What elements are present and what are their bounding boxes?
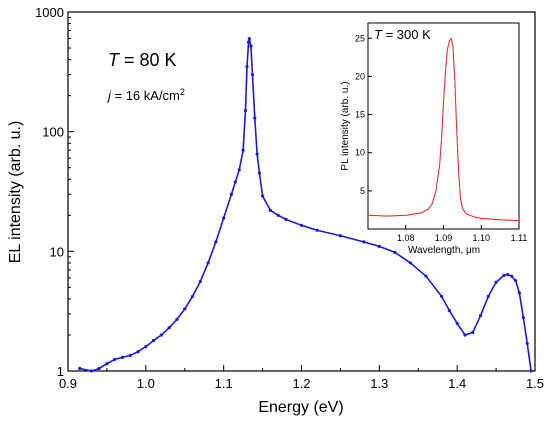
el-spectrum-point <box>198 279 202 284</box>
el-spectrum-point <box>233 180 237 184</box>
el-spectrum-point <box>299 223 304 227</box>
el-spectrum-point <box>255 152 259 156</box>
inset-y-tick-label: 5 <box>360 186 365 196</box>
el-spectrum-point <box>486 294 490 299</box>
inset-y-axis-label: PL intensity (arb. u.) <box>340 81 351 170</box>
inset-x-tick-label: 1.08 <box>397 233 415 243</box>
main-x-tick-label: 1.3 <box>370 376 388 391</box>
el-spectrum-point <box>253 116 257 120</box>
el-spectrum-point <box>241 148 245 152</box>
inset-plot: 1.08 1.09 1.10 1.11 5 10 15 20 25 Wavelength, μ… <box>340 22 527 256</box>
inset-x-tick-label: 1.10 <box>472 233 490 243</box>
el-spectrum-point <box>525 341 529 346</box>
temperature-annotation: T = 80 K <box>108 50 177 70</box>
main-x-tick-label: 1.5 <box>526 376 544 391</box>
inset-y-tick-label: 15 <box>355 110 365 120</box>
el-spectrum-point <box>463 333 467 337</box>
el-spectrum-point <box>478 314 483 318</box>
main-y-tick-label: 10 <box>50 244 64 259</box>
el-spectrum-point <box>144 344 148 349</box>
el-spectrum-point <box>214 240 218 244</box>
main-series-group <box>78 36 533 373</box>
el-spectrum-point <box>494 280 498 284</box>
el-spectrum-point <box>167 326 171 330</box>
main-y-tick-label: 100 <box>42 125 64 140</box>
el-spectrum-point <box>529 369 533 373</box>
main-y-axis: 1 10 100 1000 <box>35 5 74 379</box>
pl-spectrum-line <box>367 37 520 222</box>
el-spectrum-point <box>506 272 510 277</box>
el-spectrum-point <box>120 355 125 359</box>
inset-temperature-annotation: T = 300 K <box>374 27 431 42</box>
el-spectrum-point <box>338 234 343 238</box>
el-spectrum-point <box>136 350 140 354</box>
el-spectrum-point <box>455 321 459 325</box>
el-spectrum-point <box>128 353 132 357</box>
el-spectrum-point <box>250 72 255 77</box>
el-spectrum-point <box>362 240 366 244</box>
main-x-axis-label: Energy (eV) <box>258 399 343 416</box>
el-spectrum-point <box>471 330 475 335</box>
main-y-tick-label: 1 <box>57 364 64 379</box>
inset-x-axis: 1.08 1.09 1.10 1.11 <box>397 225 527 243</box>
el-spectrum-point <box>393 250 397 254</box>
el-spectrum-point <box>510 274 514 278</box>
main-x-tick-label: 1.0 <box>137 376 155 391</box>
el-spectrum-point <box>249 44 253 48</box>
el-spectrum-point <box>247 36 251 41</box>
inset-x-tick-label: 1.11 <box>511 233 528 243</box>
main-y-tick-label: 1000 <box>35 5 64 20</box>
inset-y-tick-label: 10 <box>355 148 365 158</box>
el-spectrum-point <box>260 194 265 198</box>
inset-x-axis-label: Wavelength, μm <box>408 245 480 256</box>
el-spectrum-point <box>315 228 319 232</box>
el-spectrum-point <box>447 308 451 313</box>
inset-y-axis: 5 10 15 20 25 <box>355 33 372 196</box>
main-x-tick-label: 0.9 <box>59 376 77 391</box>
el-spectrum-point <box>105 362 109 366</box>
main-x-tick-label: 1.2 <box>292 376 310 391</box>
el-spectrum-point <box>424 274 428 278</box>
main-x-tick-label: 1.4 <box>448 376 466 391</box>
el-spectrum-point <box>243 108 248 113</box>
el-spectrum-point <box>521 315 525 320</box>
el-spectrum-point <box>190 294 195 299</box>
el-spectrum-point <box>206 261 210 265</box>
el-spectrum-point <box>440 294 444 299</box>
el-spectrum-point <box>229 192 234 196</box>
el-spectrum-point <box>517 291 522 295</box>
el-spectrum-point <box>246 40 251 44</box>
el-spectrum-point <box>159 333 163 337</box>
main-plot: 0.9 1.0 1.1 1.2 1.3 1.4 1.5 1 10 100 1000 Energy … <box>7 5 544 416</box>
inset-series-group <box>367 37 520 222</box>
el-spectrum-point <box>237 168 241 172</box>
el-spectrum-point <box>89 369 93 373</box>
el-spectrum-point <box>78 366 82 371</box>
main-x-axis: 0.9 1.0 1.1 1.2 1.3 1.4 1.5 <box>59 365 544 391</box>
el-spectrum-point <box>152 338 156 343</box>
inset-y-tick-label: 20 <box>355 71 365 81</box>
el-spectrum-point <box>175 317 179 321</box>
el-spectrum-point <box>113 357 117 361</box>
current-density-annotation: j = 16 kA/cm2 <box>106 87 185 103</box>
inset-plot-background <box>368 23 519 229</box>
el-spectrum-point <box>97 366 101 371</box>
el-spectrum-point <box>257 171 262 175</box>
el-spectrum-point <box>183 307 187 311</box>
main-y-axis-label: EL intensity (arb. u.) <box>7 121 24 264</box>
el-spectrum-point <box>284 217 288 221</box>
el-spectrum-point <box>408 261 413 265</box>
el-spectrum-point <box>377 244 381 248</box>
inset-x-tick-label: 1.09 <box>435 233 453 243</box>
el-spectrum-point <box>276 213 280 217</box>
main-x-tick-label: 1.1 <box>215 376 233 391</box>
el-spectrum-point <box>268 208 272 212</box>
inset-y-tick-label: 25 <box>355 33 365 43</box>
el-spectrum-point <box>222 216 226 220</box>
el-spectrum-point <box>502 273 506 277</box>
el-spectrum-point <box>513 278 518 283</box>
el-spectrum-point <box>245 64 249 69</box>
